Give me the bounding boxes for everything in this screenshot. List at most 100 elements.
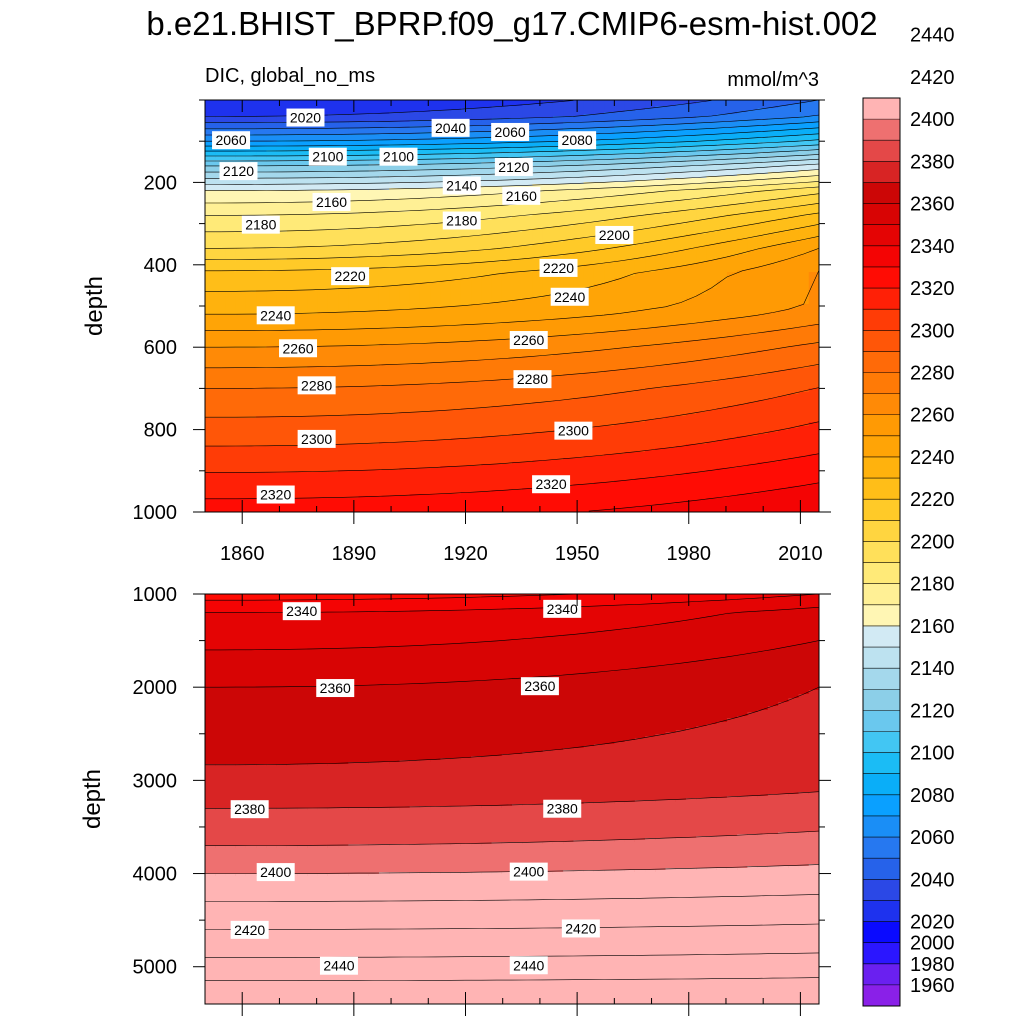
contour-label-text: 2180	[245, 217, 276, 233]
contour-label-box	[297, 376, 336, 395]
contour-label-box	[316, 679, 355, 698]
units-subtitle: mmol/m^3	[727, 69, 819, 91]
contour-line	[205, 594, 574, 601]
contour-label: 2220	[331, 267, 370, 286]
colorbar-swatch	[863, 668, 900, 690]
x-tick-label: 1890	[332, 543, 377, 565]
contour-label: 2100	[308, 147, 347, 166]
y-tick-label: 4000	[133, 864, 178, 886]
contour-label-text: 2160	[506, 188, 537, 204]
contour-line	[205, 686, 819, 766]
contour-labels: 2020 2040 2060 2060 2080 2100 2100 2120 2120 2140…	[212, 108, 634, 975]
contour-line	[205, 830, 819, 846]
contour-label-text: 2400	[260, 864, 291, 880]
contour-line	[205, 186, 819, 233]
contour-label-box	[442, 176, 481, 195]
colorbar-label: 2100	[910, 743, 955, 765]
contour-label: 2220	[539, 258, 578, 277]
contour-label-text: 2220	[543, 260, 574, 276]
colorbar-label: 2160	[910, 616, 955, 638]
contour-label-box	[543, 799, 582, 818]
contour-line	[205, 100, 574, 117]
colorbar-swatch	[863, 583, 900, 606]
contour-label-text: 2380	[234, 801, 265, 817]
colorbar-label: 2080	[910, 785, 955, 807]
contour-label-text: 2340	[547, 601, 578, 617]
contour-label-text: 2440	[513, 957, 544, 973]
upper-y-axis-label: depth	[81, 276, 108, 336]
colorbar-swatch	[863, 858, 900, 880]
colorbar-swatch	[863, 288, 900, 310]
colorbar-swatch	[863, 562, 900, 585]
y-tick-label: 800	[144, 420, 177, 442]
colorbar-label: 2220	[910, 489, 955, 511]
contour-label: 2320	[532, 475, 571, 494]
colorbar-swatch	[863, 98, 900, 120]
colorbar-swatch	[863, 478, 900, 500]
contour-label: 2400	[509, 862, 548, 881]
colorbar-swatch	[863, 963, 900, 986]
contour-label: 2180	[241, 215, 280, 234]
y-tick-label: 200	[144, 172, 177, 194]
colorbar-swatch	[863, 794, 900, 817]
colorbar-swatch	[863, 161, 900, 183]
contour-label-box	[561, 919, 600, 938]
contour-line	[205, 364, 819, 418]
contour-line	[205, 127, 819, 147]
contour-label-text: 2360	[320, 680, 351, 696]
contour-label: 2140	[442, 176, 481, 195]
colorbar-swatch	[863, 942, 900, 965]
contour-label-box	[509, 862, 548, 881]
contour-label-box	[212, 131, 251, 150]
contour-label: 2400	[256, 863, 295, 882]
contour-label-box	[502, 186, 541, 205]
contour-label: 2080	[558, 131, 597, 150]
contour-label-box	[230, 800, 269, 819]
contour-label: 2120	[494, 157, 533, 176]
contour-label-text: 2260	[282, 340, 313, 356]
contour-label-text: 2060	[215, 132, 246, 148]
contour-label: 2160	[312, 193, 351, 211]
colorbar-swatch	[863, 520, 900, 542]
colorbar-label: 2040	[910, 869, 955, 891]
contour-label: 2340	[543, 599, 582, 618]
colorbar-label: 2320	[910, 278, 955, 300]
lower-y-axis-label: depth	[79, 769, 106, 829]
colorbar-label: 2380	[910, 151, 955, 173]
contour-label-box	[491, 122, 530, 141]
colorbar-label: 2260	[910, 405, 955, 427]
colorbar-swatch	[863, 879, 900, 901]
contour-label-box	[513, 370, 552, 389]
contour-label: 2440	[319, 956, 358, 975]
contour-label-box	[431, 118, 470, 137]
contour-label-text: 2260	[513, 332, 544, 348]
contour-label: 2340	[282, 602, 321, 621]
contour-label-text: 2060	[495, 124, 526, 140]
contour-label: 2200	[595, 225, 634, 244]
contour-label-box	[286, 108, 325, 127]
contour-label-box	[379, 147, 418, 166]
contour-label-text: 2320	[260, 487, 291, 503]
x-tick-label: 1860	[220, 543, 265, 565]
contour-label: 2300	[297, 429, 336, 448]
colorbar-swatch	[863, 773, 900, 796]
contour-label-text: 2200	[599, 227, 630, 243]
contour-label-box	[550, 287, 589, 306]
contour-label: 2020	[286, 108, 325, 127]
contour-label: 2280	[297, 376, 336, 395]
colorbar-swatch	[863, 414, 900, 437]
contour-label-text: 2400	[513, 864, 544, 880]
colorbar-swatch	[863, 837, 900, 859]
contour-label-text: 2020	[290, 110, 321, 126]
left-subtitle: DIC, global_no_ms	[205, 65, 375, 87]
contour-label: 2180	[442, 211, 481, 230]
y-tick-label: 1000	[133, 502, 178, 524]
colorbar-swatch	[863, 309, 900, 331]
colorbar-swatch	[863, 815, 900, 838]
contour-label-text: 2140	[446, 178, 477, 194]
contour-label-text: 2280	[301, 377, 332, 393]
colorbar-swatch	[863, 752, 900, 775]
contour-label-text: 2120	[498, 159, 529, 175]
contour-label-box	[282, 602, 321, 621]
contour-line	[205, 923, 819, 930]
